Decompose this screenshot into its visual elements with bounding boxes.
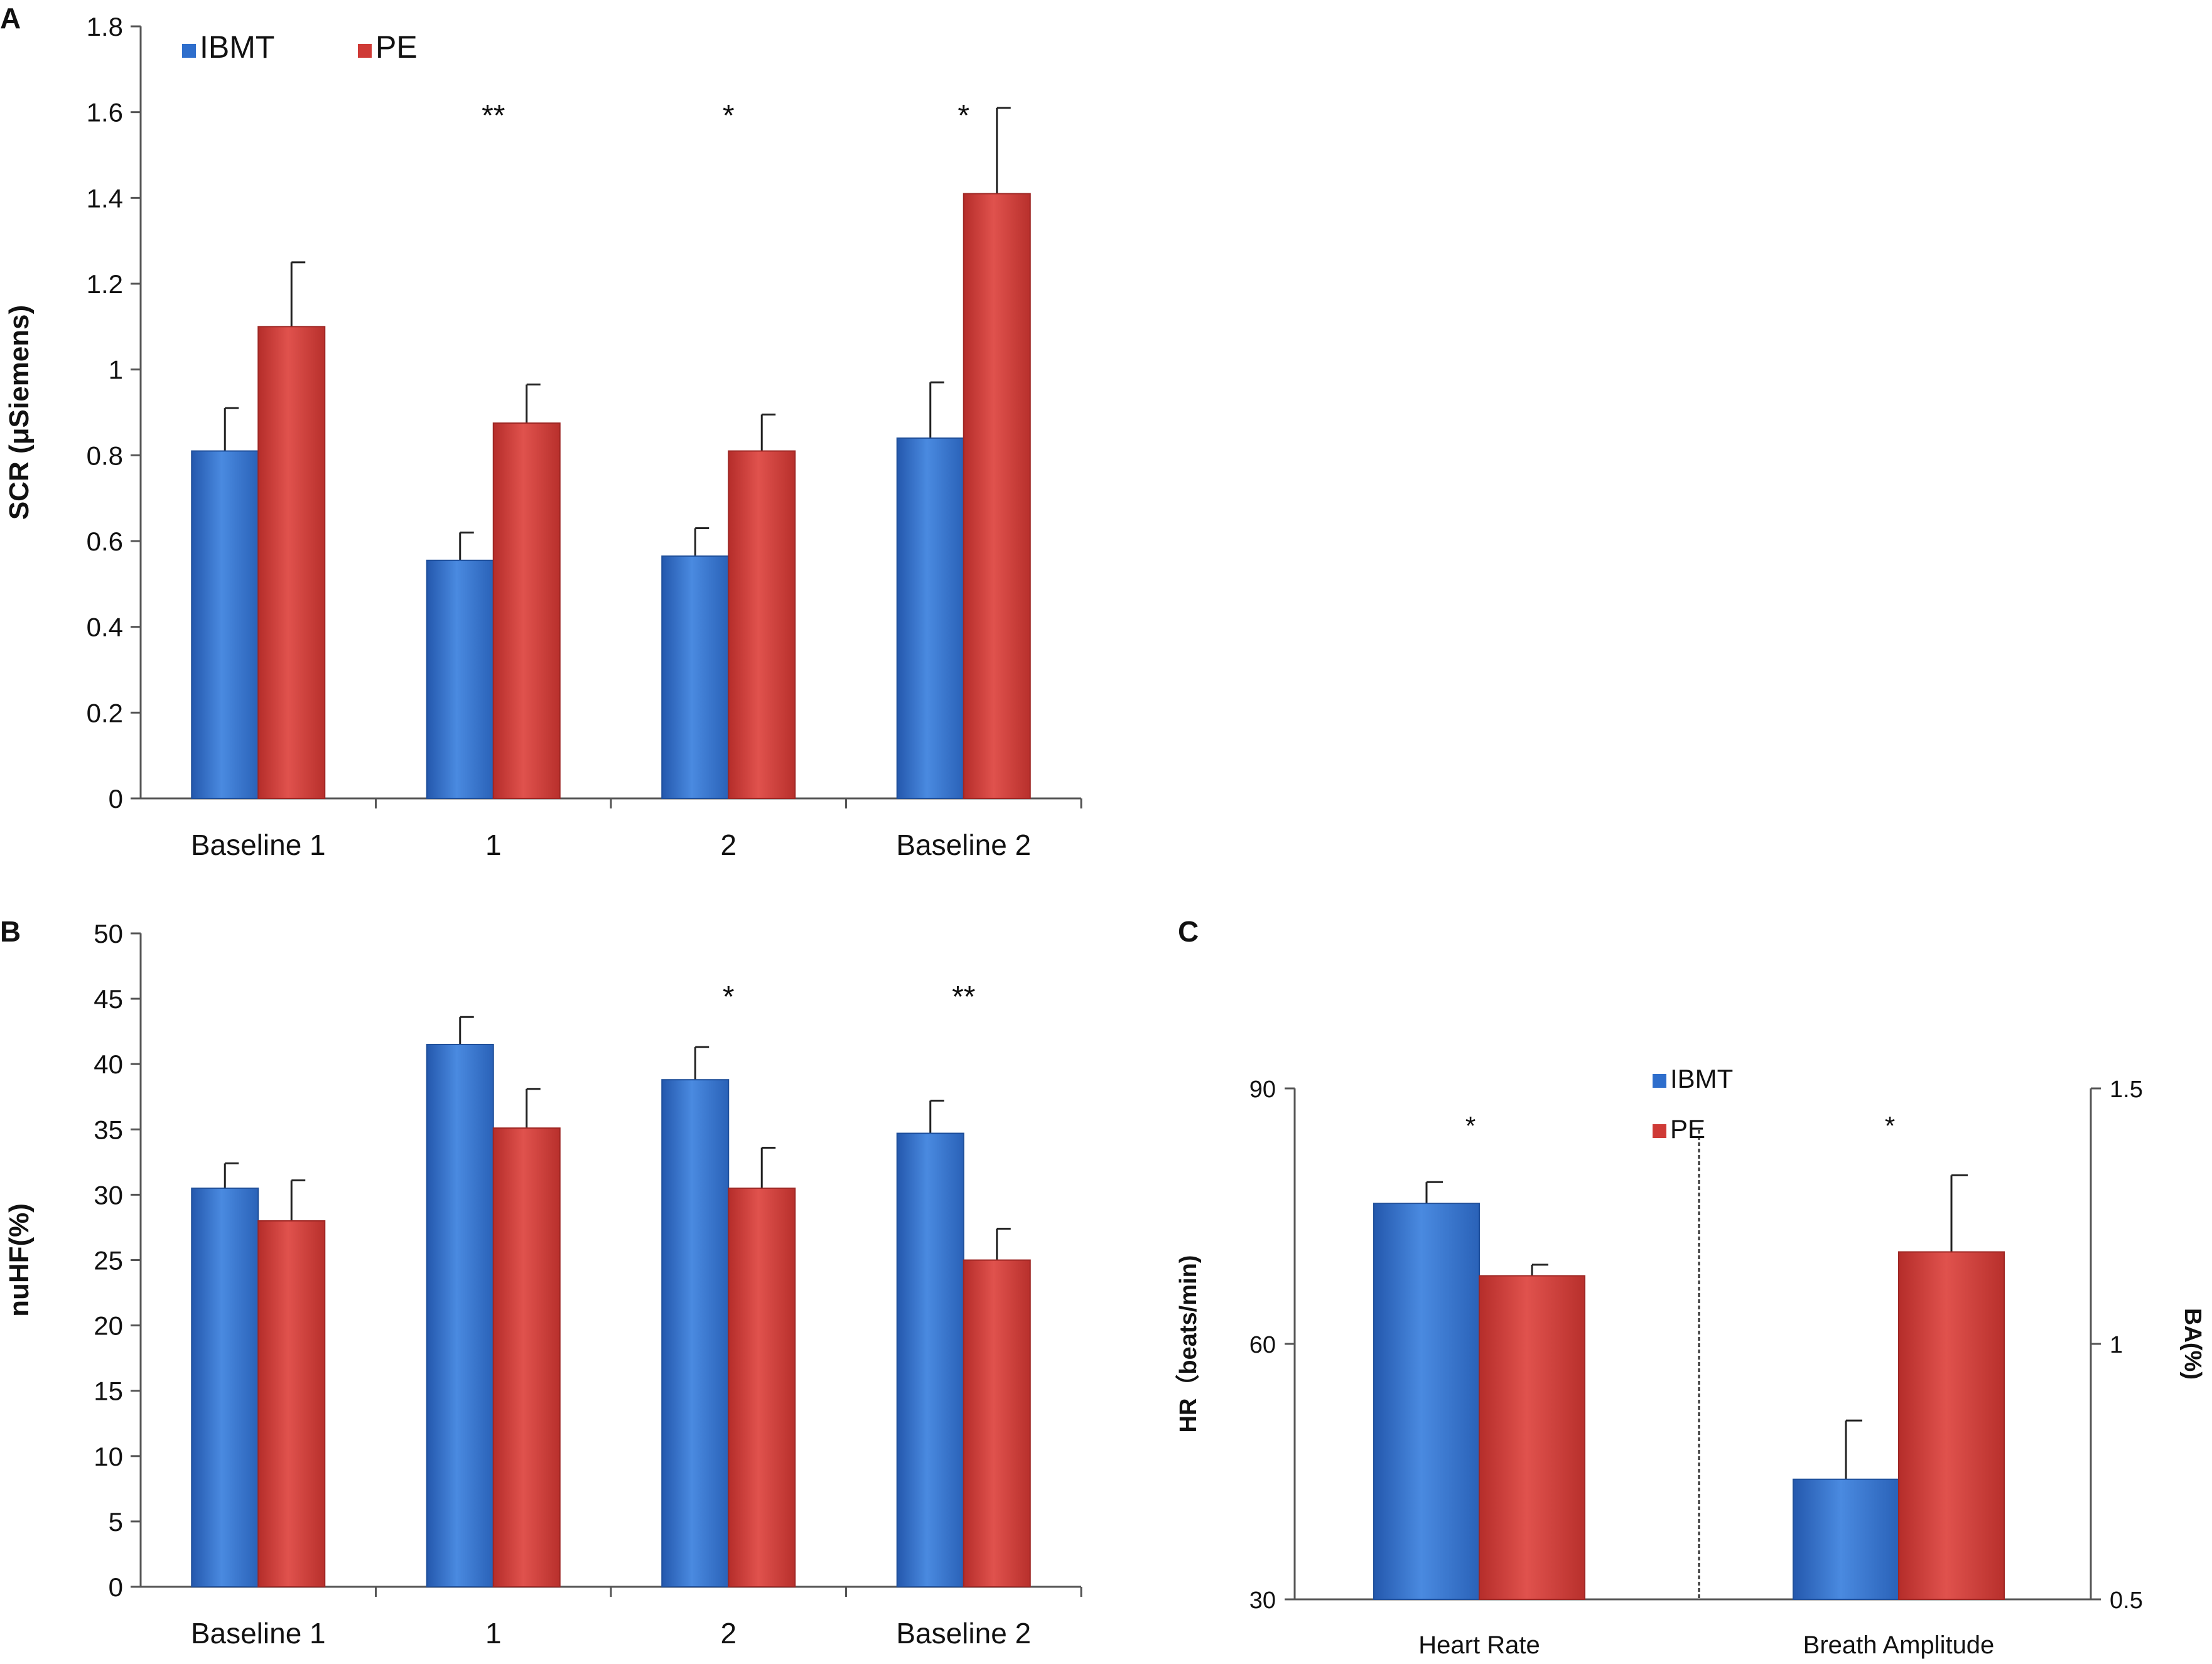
panel-a-y-tick-label: 1.2 bbox=[87, 269, 123, 299]
panel-b-bar-pe-1 bbox=[492, 1127, 561, 1587]
panel-a-legend-swatch-ibmt bbox=[182, 44, 196, 58]
panel-a-y-tick-label: 0.8 bbox=[87, 441, 123, 470]
panel-c-y-tick-label-right: 0.5 bbox=[2110, 1587, 2143, 1614]
panel-a-y-tick-label: 0.4 bbox=[87, 613, 123, 642]
panel-b-bar-ibmt-baseline-1 bbox=[191, 1187, 259, 1587]
panel-b-y-axis-title: nuHF(%) bbox=[4, 1203, 35, 1317]
panel-b-y-tick-label: 50 bbox=[94, 919, 123, 948]
panel-c-x-tick-label: Heart Rate bbox=[1418, 1631, 1540, 1659]
panel-a-x-tick-label: Baseline 1 bbox=[191, 829, 326, 861]
panel-b-bar-ibmt-2 bbox=[661, 1079, 730, 1587]
panel-b-bar-ibmt-baseline-2 bbox=[896, 1132, 964, 1587]
panel-b-bar-pe-baseline-1 bbox=[257, 1220, 326, 1588]
panel-a-legend-label-pe: PE bbox=[375, 30, 418, 65]
panel-a-x-tick-label: 2 bbox=[720, 829, 736, 861]
panel-c-legend-label-ibmt: IBMT bbox=[1670, 1064, 1733, 1093]
panel-a-y-axis-title: SCR (μSiemens) bbox=[4, 305, 35, 520]
panel-c-bar-pe-breath-amplitude bbox=[1898, 1251, 2005, 1600]
panel-c-y-tick-label-left: 30 bbox=[1249, 1587, 1276, 1614]
panel-label-a: A bbox=[0, 2, 21, 35]
panel-a-bar-pe-1 bbox=[492, 422, 561, 799]
panel-b-y-tick-label: 25 bbox=[94, 1246, 123, 1275]
panel-a-y-tick-label: 0 bbox=[109, 784, 123, 813]
chart-panel-b: 0 5 10 15 20 25 30 35 40 45 50 nuHF(%) Baseline 1 1 2 *… bbox=[4, 919, 1082, 1650]
panel-b-y-tick-label: 10 bbox=[94, 1442, 123, 1471]
panel-c-y-tick-label-right: 1 bbox=[2110, 1332, 2123, 1358]
panel-c-bar-ibmt-heart-rate bbox=[1373, 1203, 1480, 1600]
panel-a-y-tick-label: 0.6 bbox=[87, 527, 123, 556]
panel-a-bar-ibmt-1 bbox=[426, 559, 494, 799]
panel-b-y-tick-label: 40 bbox=[94, 1049, 123, 1079]
panel-a-y-tick-label: 1 bbox=[109, 355, 123, 385]
panel-a-bar-pe-2 bbox=[728, 450, 796, 799]
panel-a-bar-pe-baseline-2 bbox=[963, 193, 1031, 799]
panel-b-x-tick-label: Baseline 2 bbox=[896, 1617, 1031, 1650]
panel-c-bar-ibmt-breath-amplitude bbox=[1793, 1478, 1899, 1600]
panel-c-legend-swatch-pe bbox=[1653, 1124, 1666, 1138]
panel-b-y-tick-label: 5 bbox=[109, 1507, 123, 1537]
panel-a-bar-ibmt-baseline-2 bbox=[896, 437, 964, 799]
panel-label-b: B bbox=[0, 915, 21, 948]
panel-a-y-tick-label: 1.8 bbox=[87, 12, 123, 41]
panel-c-legend-swatch-ibmt bbox=[1653, 1074, 1666, 1088]
panel-a-legend-swatch-pe bbox=[358, 44, 372, 58]
panel-b-y-tick-label: 45 bbox=[94, 984, 123, 1014]
panel-c-y-tick-label-left: 60 bbox=[1249, 1332, 1276, 1358]
panel-b-x-tick-label: 2 bbox=[720, 1617, 736, 1650]
chart-panel-a: 0 0.2 0.4 0.6 0.8 1 1.2 1.4 1.6 1.8 SCR (μSiemens)… bbox=[4, 12, 1082, 861]
panel-b-y-tick-label: 30 bbox=[94, 1180, 123, 1210]
panel-a-significance-marker: ** bbox=[482, 99, 505, 132]
panel-c-bar-pe-heart-rate bbox=[1479, 1275, 1585, 1600]
panel-label-c: C bbox=[1178, 915, 1199, 948]
panel-b-bar-ibmt-1 bbox=[426, 1043, 494, 1587]
panel-a-bar-ibmt-2 bbox=[661, 555, 730, 800]
panel-a-bar-pe-baseline-1 bbox=[257, 326, 326, 799]
panel-b-significance-marker: ** bbox=[952, 980, 975, 1014]
panel-b-y-tick-label: 15 bbox=[94, 1377, 123, 1406]
panel-c-significance-marker: * bbox=[1465, 1111, 1476, 1141]
panel-a-x-tick-label: Baseline 2 bbox=[896, 829, 1031, 861]
panel-a-y-tick-label: 1.6 bbox=[87, 98, 123, 127]
panel-a-y-tick-label: 0.2 bbox=[87, 698, 123, 727]
panel-b-bar-pe-baseline-2 bbox=[963, 1259, 1031, 1587]
panel-c-x-tick-label: Breath Amplitude bbox=[1803, 1631, 1995, 1659]
panel-b-bar-pe-2 bbox=[728, 1187, 796, 1587]
panel-c-significance-marker: * bbox=[1885, 1111, 1895, 1141]
panel-b-y-tick-label: 20 bbox=[94, 1311, 123, 1341]
panel-a-legend-label-ibmt: IBMT bbox=[200, 30, 274, 65]
panel-a-y-tick-label: 1.4 bbox=[87, 183, 123, 213]
panel-c-y-axis-title-right: BA(%) bbox=[2179, 1308, 2206, 1380]
panel-b-y-tick-label: 0 bbox=[109, 1572, 123, 1602]
panel-b-x-tick-label: Baseline 1 bbox=[191, 1617, 326, 1650]
panel-b-significance-marker: * bbox=[723, 980, 735, 1014]
panel-a-bar-ibmt-baseline-1 bbox=[191, 450, 259, 799]
panel-c-y-tick-label-right: 1.5 bbox=[2110, 1076, 2143, 1103]
panel-c-legend-label-pe: PE bbox=[1670, 1114, 1705, 1144]
panel-b-x-tick-label: 1 bbox=[485, 1617, 502, 1650]
chart-panel-c: 30 60 90 0.5 1 1.5 HR（beats/min) BA(%) Heart Rat… bbox=[1175, 1064, 2206, 1659]
panel-a-significance-marker: * bbox=[958, 99, 969, 132]
panel-a-significance-marker: * bbox=[723, 99, 735, 132]
panel-c-y-tick-label-left: 90 bbox=[1249, 1076, 1276, 1103]
panel-a-x-tick-label: 1 bbox=[485, 829, 502, 861]
panel-c-y-axis-title-left: HR（beats/min) bbox=[1175, 1255, 1202, 1433]
panel-b-y-tick-label: 35 bbox=[94, 1115, 123, 1144]
